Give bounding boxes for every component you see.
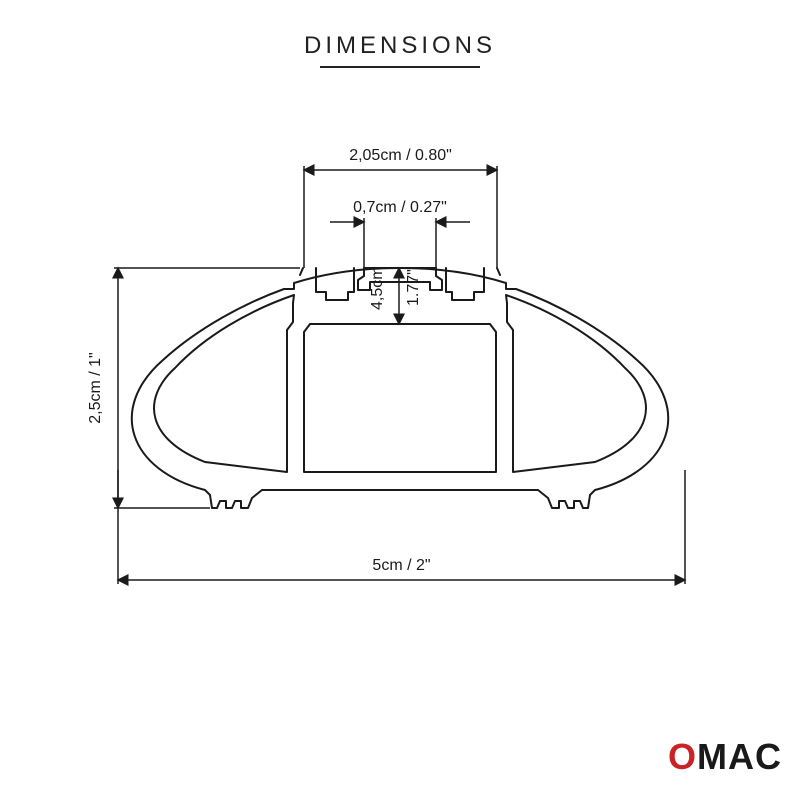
- brand-first-letter: O: [668, 736, 697, 777]
- dim-top-inner: 0,7cm / 0.27": [330, 199, 476, 268]
- dim-center-depth: 4,5cm 1.77": [369, 266, 422, 324]
- svg-text:1.77": 1.77": [405, 269, 422, 306]
- profile-outline: [132, 268, 668, 508]
- svg-text:2,5cm / 1": 2,5cm / 1": [87, 352, 104, 423]
- svg-text:2,05cm / 0.80": 2,05cm / 0.80": [349, 147, 452, 164]
- brand-rest: MAC: [697, 736, 782, 777]
- svg-text:5cm / 2": 5cm / 2": [372, 557, 430, 574]
- svg-text:0,7cm / 0.27": 0,7cm / 0.27": [353, 199, 447, 216]
- svg-text:4,5cm: 4,5cm: [369, 266, 386, 310]
- dimension-diagram: 2,05cm / 0.80" 0,7cm / 0.27" 4,5cm 1.77"…: [0, 0, 800, 800]
- dim-bottom-width: 5cm / 2": [118, 470, 685, 584]
- brand-logo: OMAC: [668, 736, 782, 778]
